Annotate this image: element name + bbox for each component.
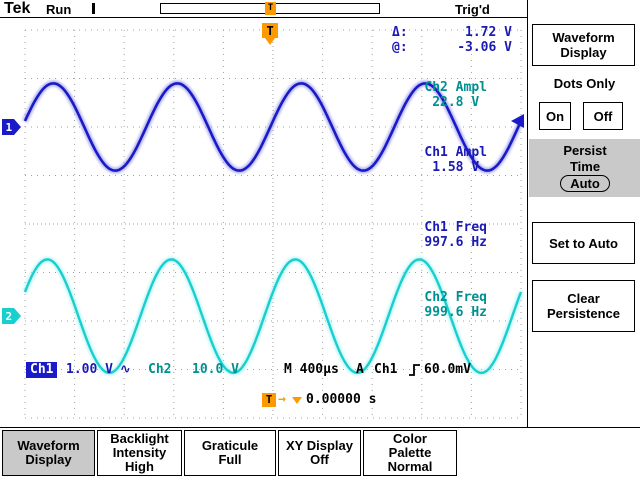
measurement-ch2-ampl: Ch2 Ampl 22.8 V: [424, 80, 487, 110]
measurement-label: Ch1 Ampl: [424, 145, 487, 160]
dots-only-off-button[interactable]: Off: [583, 102, 623, 130]
bottom-menu-waveform-display[interactable]: Waveform Display: [2, 430, 95, 476]
measurement-value: 1.58 V: [432, 160, 480, 175]
bottom-menu-xy-display[interactable]: XY Display Off: [278, 430, 361, 476]
cursor-delta-row: Δ: 1.72 V: [392, 25, 512, 40]
record-start-marker: [92, 3, 95, 14]
persist-label-line2: Time: [569, 159, 601, 174]
measurement-label: Ch2 Freq: [424, 290, 487, 305]
cursor-at-row: @: -3.06 V: [392, 40, 512, 55]
ch2-position-marker: [2, 308, 21, 324]
measurement-value: 997.6 Hz: [424, 235, 487, 250]
screen-bottom-border: [0, 427, 640, 428]
persist-time-value: Auto: [560, 175, 610, 192]
measurement-value: 999.6 Hz: [424, 305, 487, 320]
acq-mode: A: [356, 362, 364, 377]
trigger-level: 60.0mV: [424, 362, 471, 377]
trigger-time-arrow-icon: →: [278, 392, 286, 407]
top-status-bar: Tek Run T Trig'd: [0, 0, 527, 18]
trigger-time-t-icon: T: [262, 393, 276, 407]
bottom-menu-color-palette[interactable]: Color Palette Normal: [363, 430, 457, 476]
cursor-readout: Δ: 1.72 V @: -3.06 V: [392, 25, 512, 55]
ch1-coupling-icon: ∿: [120, 362, 131, 377]
svg-text:2: 2: [6, 310, 13, 323]
cursor-delta-label: Δ:: [392, 25, 408, 40]
dots-only-on-button[interactable]: On: [539, 102, 571, 130]
waveform-display-svg: 1 2 T: [2, 23, 524, 419]
bottom-menu-backlight-intensity[interactable]: Backlight Intensity High: [97, 430, 182, 476]
ch1-trace: [23, 82, 523, 172]
ch2-scale: 10.0 V: [192, 362, 239, 377]
measurement-ch1-freq: Ch1 Freq 997.6 Hz: [424, 220, 487, 250]
waveform-area: 1 2 T: [0, 18, 527, 427]
record-view-bar: T: [160, 2, 380, 15]
trigger-source: Ch1: [374, 362, 398, 377]
svg-text:1: 1: [6, 121, 13, 134]
ch1-position-marker: [2, 119, 21, 135]
svg-text:T: T: [267, 24, 274, 38]
acquisition-status: Run: [46, 2, 72, 17]
rising-edge-icon: [408, 363, 421, 381]
ch1-badge: Ch1: [26, 362, 58, 378]
measurement-label: Ch2 Ampl: [424, 80, 487, 95]
clear-persistence-button[interactable]: Clear Persistence: [532, 280, 635, 332]
scope-screen: 1 2 T Δ: 1.72 V @: -3.06 V Ch2 Ampl 22.8 V…: [0, 18, 527, 427]
trigger-time-value: 0.00000 s: [306, 392, 377, 407]
ch2-label: Ch2: [148, 362, 172, 377]
set-to-auto-button[interactable]: Set to Auto: [532, 222, 635, 264]
persist-time-button[interactable]: Persist Time Auto: [529, 139, 640, 197]
trigger-time-down-icon: [292, 397, 302, 404]
trigger-position-flag: [262, 23, 278, 38]
trigger-status: Trig'd: [455, 2, 490, 17]
menu-title-label: Waveform Display: [552, 30, 615, 60]
ch2-trace: [23, 258, 523, 375]
trigger-time-line: T → 0.00000 s: [0, 392, 527, 409]
clear-persistence-label: Clear Persistence: [547, 291, 620, 321]
cursor-at-label: @:: [392, 40, 408, 55]
measurement-ch1-ampl: Ch1 Ampl 1.58 V: [424, 145, 487, 175]
channel-status-line: Ch1 1.00 V ∿ Ch2 10.0 V M 400µs A Ch1 60…: [0, 362, 527, 379]
persist-label-line1: Persist: [563, 143, 607, 158]
cursor-at-value: -3.06 V: [457, 40, 512, 55]
bottom-menu-graticule[interactable]: Graticule Full: [184, 430, 276, 476]
timebase-readout: M 400µs: [284, 362, 339, 377]
ch1-scale: 1.00 V: [66, 362, 113, 377]
trigger-level-arrow: [511, 114, 524, 128]
dots-only-label: Dots Only: [553, 76, 616, 91]
record-trigger-position-icon: T: [265, 2, 276, 15]
tek-logo: Tek: [4, 0, 31, 17]
cursor-delta-value: 1.72 V: [465, 25, 512, 40]
measurement-value: 22.8 V: [432, 95, 480, 110]
measurement-label: Ch1 Freq: [424, 220, 487, 235]
measurement-ch2-freq: Ch2 Freq 999.6 Hz: [424, 290, 487, 320]
menu-title-waveform-display: Waveform Display: [532, 24, 635, 66]
side-menu: Waveform Display Dots Only On Off Persis…: [527, 0, 640, 427]
